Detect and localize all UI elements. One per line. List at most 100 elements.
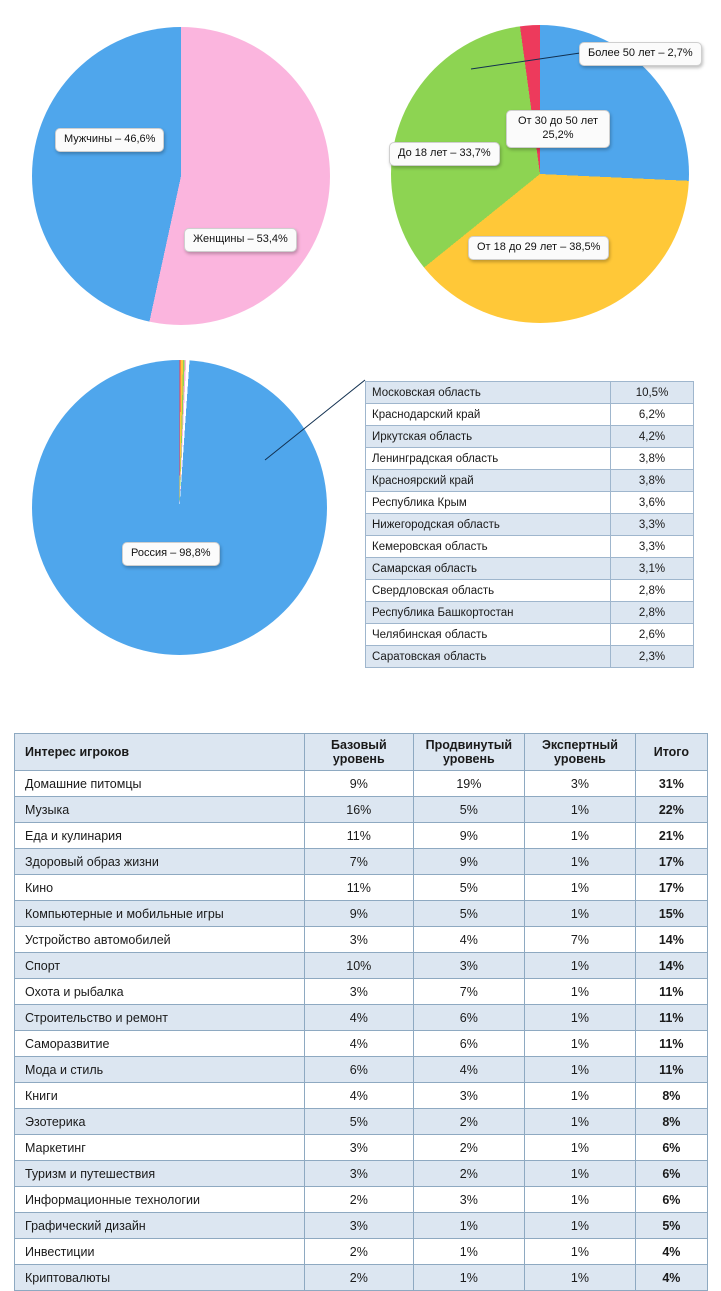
interest-row: Туризм и путешествия 3% 2% 1% 6%	[13, 1160, 709, 1187]
interest-name: Здоровый образ жизни	[13, 848, 306, 875]
region-name: Московская область	[365, 381, 611, 404]
interest-name: Мода и стиль	[13, 1056, 306, 1083]
region-value: 4,2%	[610, 425, 694, 448]
age-label-30-50-line2: 25,2%	[542, 128, 574, 141]
interest-total: 15%	[634, 900, 709, 927]
region-name: Самарская область	[365, 557, 611, 580]
interest-row: Информационные технологии 2% 3% 1% 6%	[13, 1186, 709, 1213]
interest-expert: 1%	[524, 1030, 636, 1057]
interest-expert: 1%	[524, 1108, 636, 1135]
interest-basic: 2%	[304, 1264, 414, 1291]
interest-name: Строительство и ремонт	[13, 1004, 306, 1031]
header-basic-line2: уровень	[332, 752, 385, 766]
interest-expert: 3%	[524, 770, 636, 797]
interests-table-body: Домашние питомцы 9% 19% 3% 31% Музыка 16% 5% 1% 2…	[13, 770, 709, 1291]
interest-advanced: 6%	[412, 1004, 526, 1031]
header-total: Итого	[634, 733, 709, 771]
interest-basic: 5%	[304, 1108, 414, 1135]
interest-row: Криптовалюты 2% 1% 1% 4%	[13, 1264, 709, 1291]
region-row: Республика Башкортостан 2,8%	[365, 601, 694, 624]
interest-name: Графический дизайн	[13, 1212, 306, 1239]
interest-name: Инвестиции	[13, 1238, 306, 1265]
interest-name: Саморазвитие	[13, 1030, 306, 1057]
interest-expert: 1%	[524, 874, 636, 901]
interest-name: Охота и рыбалка	[13, 978, 306, 1005]
interest-advanced: 1%	[412, 1264, 526, 1291]
interest-basic: 3%	[304, 1134, 414, 1161]
age-label-under-18: До 18 лет – 33,7%	[389, 142, 500, 166]
interest-row: Саморазвитие 4% 6% 1% 11%	[13, 1030, 709, 1057]
interest-row: Строительство и ремонт 4% 6% 1% 11%	[13, 1004, 709, 1031]
interest-basic: 4%	[304, 1030, 414, 1057]
interest-expert: 1%	[524, 1082, 636, 1109]
header-interest-name: Интерес игроков	[13, 733, 306, 771]
interest-expert: 1%	[524, 1004, 636, 1031]
interest-expert: 1%	[524, 952, 636, 979]
interest-name: Криптовалюты	[13, 1264, 306, 1291]
interest-total: 14%	[634, 952, 709, 979]
interest-advanced: 5%	[412, 874, 526, 901]
interest-name: Туризм и путешествия	[13, 1160, 306, 1187]
age-label-over-50: Более 50 лет – 2,7%	[579, 42, 702, 66]
gender-pie-chart: Мужчины – 46,6% Женщины – 53,4%	[32, 27, 330, 325]
interest-expert: 1%	[524, 1264, 636, 1291]
region-row: Челябинская область 2,6%	[365, 623, 694, 646]
interest-basic: 7%	[304, 848, 414, 875]
header-advanced-line1: Продвинутый	[425, 738, 513, 752]
interest-advanced: 2%	[412, 1108, 526, 1135]
interest-row: Еда и кулинария 11% 9% 1% 21%	[13, 822, 709, 849]
gender-pie-slices	[32, 27, 330, 325]
gender-label-female: Женщины – 53,4%	[184, 228, 297, 252]
interest-total: 6%	[634, 1186, 709, 1213]
age-pie-slices	[391, 25, 689, 323]
interest-expert: 1%	[524, 848, 636, 875]
interest-total: 17%	[634, 874, 709, 901]
region-value: 6,2%	[610, 403, 694, 426]
interest-expert: 1%	[524, 1238, 636, 1265]
interests-table-head: Интерес игроков Базовый уровень Продвину…	[13, 733, 709, 771]
interest-advanced: 2%	[412, 1134, 526, 1161]
region-value: 2,3%	[610, 645, 694, 668]
interest-basic: 2%	[304, 1186, 414, 1213]
interest-advanced: 3%	[412, 1082, 526, 1109]
interests-table: Интерес игроков Базовый уровень Продвину…	[13, 733, 709, 1291]
header-expert-line1: Экспертный	[541, 738, 618, 752]
age-label-30-50-line1: От 30 до 50 лет	[517, 115, 599, 127]
header-expert-level: Экспертный уровень	[524, 733, 636, 771]
interest-row: Инвестиции 2% 1% 1% 4%	[13, 1238, 709, 1265]
interest-expert: 1%	[524, 1134, 636, 1161]
region-row: Кемеровская область 3,3%	[365, 535, 694, 558]
interest-advanced: 2%	[412, 1160, 526, 1187]
region-name: Республика Крым	[365, 491, 611, 514]
interest-name: Эзотерика	[13, 1108, 306, 1135]
region-name: Ленинградская область	[365, 447, 611, 470]
interest-expert: 7%	[524, 926, 636, 953]
interest-advanced: 5%	[412, 900, 526, 927]
interest-row: Книги 4% 3% 1% 8%	[13, 1082, 709, 1109]
interest-basic: 3%	[304, 926, 414, 953]
region-name: Иркутская область	[365, 425, 611, 448]
header-basic-level: Базовый уровень	[304, 733, 414, 771]
geo-label-russia: Россия – 98,8%	[122, 542, 220, 566]
interest-total: 6%	[634, 1160, 709, 1187]
region-name: Краснодарский край	[365, 403, 611, 426]
region-row: Саратовская область 2,3%	[365, 645, 694, 668]
interest-name: Книги	[13, 1082, 306, 1109]
interest-basic: 9%	[304, 900, 414, 927]
interest-expert: 1%	[524, 1186, 636, 1213]
interest-advanced: 1%	[412, 1238, 526, 1265]
region-row: Самарская область 3,1%	[365, 557, 694, 580]
region-name: Нижегородская область	[365, 513, 611, 536]
region-value: 3,1%	[610, 557, 694, 580]
interest-expert: 1%	[524, 1212, 636, 1239]
interest-expert: 1%	[524, 900, 636, 927]
interest-basic: 6%	[304, 1056, 414, 1083]
interest-expert: 1%	[524, 822, 636, 849]
interest-name: Домашние питомцы	[13, 770, 306, 797]
header-expert-line2: уровень	[554, 752, 606, 766]
interest-advanced: 3%	[412, 952, 526, 979]
region-row: Нижегородская область 3,3%	[365, 513, 694, 536]
interest-name: Еда и кулинария	[13, 822, 306, 849]
interest-row: Спорт 10% 3% 1% 14%	[13, 952, 709, 979]
region-name: Кемеровская область	[365, 535, 611, 558]
